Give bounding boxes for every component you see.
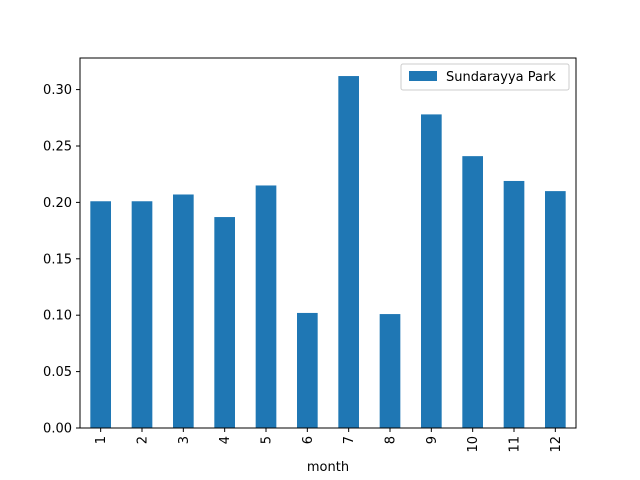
y-tick-label: 0.15 <box>43 252 72 267</box>
y-tick-label: 0.10 <box>43 309 72 324</box>
x-tick-label: 10 <box>466 436 481 453</box>
bar-month-5 <box>255 185 277 428</box>
y-tick-label: 0.30 <box>43 83 72 98</box>
x-tick-label: 12 <box>549 436 564 453</box>
x-tick-label: 9 <box>425 436 440 444</box>
x-tick-label: 3 <box>177 436 192 444</box>
x-axis-label: month <box>307 460 349 475</box>
x-tick-label: 11 <box>508 436 523 453</box>
legend-swatch <box>409 71 437 81</box>
x-axis: 1 2 3 4 5 6 7 8 9 10 11 12 <box>94 428 564 453</box>
bar-month-2 <box>131 201 153 428</box>
bar-month-3 <box>173 194 194 428</box>
x-tick-label: 1 <box>94 436 109 444</box>
legend: Sundarayya Park <box>400 63 570 91</box>
plot-area <box>80 58 576 428</box>
bar-month-10 <box>462 156 483 428</box>
y-axis: 0.00 0.05 0.10 0.15 0.20 0.25 0.30 <box>43 83 80 437</box>
bar-month-8 <box>379 314 401 428</box>
y-tick-label: 0.05 <box>43 365 72 380</box>
bar-month-9 <box>421 114 442 429</box>
x-tick-label: 5 <box>260 436 275 444</box>
bar-month-6 <box>297 312 318 428</box>
x-tick-label: 4 <box>218 436 233 444</box>
x-tick-label: 7 <box>342 436 357 444</box>
bars-group <box>90 76 566 429</box>
bar-month-1 <box>90 201 111 428</box>
bar-month-4 <box>214 217 235 428</box>
x-tick-label: 6 <box>301 436 316 444</box>
plot-frame <box>79 57 577 429</box>
bar-month-12 <box>545 191 566 428</box>
bar-month-7 <box>338 76 359 429</box>
y-tick-label: 0.25 <box>43 139 72 154</box>
bar-month-11 <box>503 180 525 428</box>
legend-box <box>400 63 570 91</box>
x-tick-label: 8 <box>384 436 399 444</box>
legend-label: Sundarayya Park <box>446 70 556 85</box>
x-tick-label: 2 <box>136 436 151 444</box>
y-tick-label: 0.00 <box>43 422 72 437</box>
y-tick-label: 0.20 <box>43 196 72 211</box>
